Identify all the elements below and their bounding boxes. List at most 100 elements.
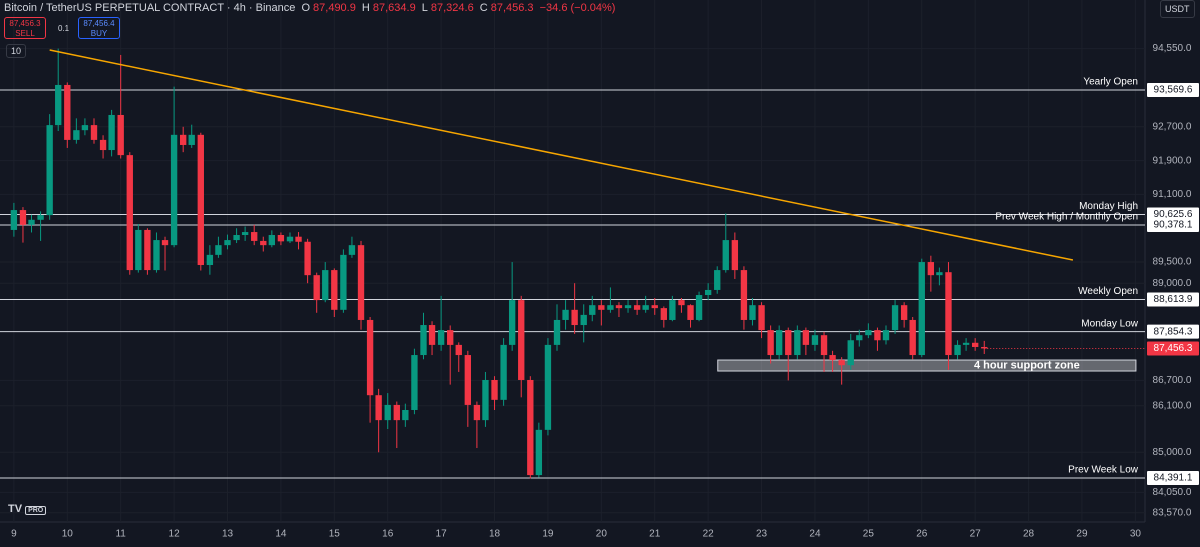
candle-body	[775, 330, 783, 356]
candle-body	[678, 300, 685, 306]
candle-body	[660, 308, 667, 320]
candle-body	[785, 330, 792, 356]
symbol-header: Bitcoin / TetherUS PERPETUAL CONTRACT · …	[4, 2, 618, 14]
candle-body	[28, 219, 35, 225]
candle-body	[180, 134, 187, 145]
ohlc-label: C	[479, 2, 488, 14]
spread: 0.1	[58, 24, 70, 33]
candle-body	[954, 344, 961, 356]
sell-button[interactable]: 87,456.3 SELL	[4, 17, 46, 39]
x-tick-label: 11	[115, 529, 126, 540]
last-price-box	[1147, 341, 1199, 356]
ohlc-label: H	[361, 2, 370, 14]
trendline	[49, 49, 1074, 261]
candle-body	[900, 305, 908, 320]
y-tick-label: 89,500.0	[1153, 257, 1192, 268]
x-tick-label: 28	[1023, 529, 1035, 540]
candle-body	[455, 344, 462, 356]
candle-body	[562, 309, 569, 320]
level-label: Prev Week Low	[1068, 465, 1139, 476]
candle-body	[500, 344, 507, 400]
x-tick-label: 17	[436, 529, 448, 540]
candle-body	[126, 155, 133, 271]
candle-body	[695, 295, 703, 320]
candle-body	[936, 272, 943, 276]
candle-body	[473, 404, 481, 421]
candle-body	[393, 404, 400, 421]
x-tick-label: 23	[756, 529, 768, 540]
price-label: 88,613.9	[1154, 294, 1193, 305]
price-label-box	[1147, 470, 1199, 485]
x-tick-label: 15	[329, 529, 341, 540]
candle-body	[856, 335, 863, 341]
x-tick-label: 29	[1076, 529, 1088, 540]
candle-body	[348, 245, 356, 255]
x-tick-label: 14	[275, 529, 287, 540]
candle-body	[651, 305, 658, 309]
buy-button[interactable]: 87,456.4 BUY	[78, 17, 120, 39]
candle-body	[286, 236, 294, 242]
last-price-label: 87,456.3	[1154, 343, 1193, 354]
candle-body	[10, 210, 18, 230]
candle-body	[135, 229, 142, 271]
x-tick-label: 12	[169, 529, 181, 540]
currency-button[interactable]: USDT	[1160, 0, 1195, 18]
candle-body	[642, 305, 649, 310]
logo-badge: PRO	[25, 506, 47, 515]
indicator-toggle[interactable]: 10	[6, 44, 27, 58]
candle-body	[117, 114, 124, 156]
candle-body	[411, 355, 418, 410]
ohlc-value: 87,324.6	[430, 2, 474, 14]
candle-body	[607, 305, 614, 310]
symbol[interactable]: Bitcoin / TetherUS PERPETUAL CONTRACT · …	[4, 2, 296, 14]
candle-body	[544, 344, 552, 430]
y-tick-label: 91,100.0	[1153, 189, 1192, 200]
candle-body	[508, 300, 516, 345]
candle-body	[704, 289, 712, 296]
x-tick-label: 21	[649, 529, 661, 540]
candle-body	[153, 240, 160, 271]
y-tick-label: 91,900.0	[1153, 155, 1192, 166]
price-label-box	[1147, 324, 1199, 339]
ohlc-value: 87,456.3	[490, 2, 534, 14]
x-tick-label: 30	[1130, 529, 1142, 540]
candle-body	[161, 240, 169, 246]
candle-body	[188, 134, 195, 145]
price-label-box	[1147, 83, 1199, 98]
price-label-box	[1147, 292, 1199, 307]
candle-body	[224, 240, 231, 246]
level-label: Monday High	[1079, 201, 1138, 212]
candle-body	[491, 379, 498, 400]
candle-body	[571, 309, 578, 326]
candle-body	[518, 300, 525, 380]
level-label: Weekly Open	[1078, 286, 1138, 297]
candle-body	[731, 240, 739, 271]
x-tick-label: 18	[489, 529, 501, 540]
x-tick-label: 27	[970, 529, 982, 540]
y-tick-label: 92,700.0	[1153, 121, 1192, 132]
candle-body	[19, 210, 27, 225]
candle-body	[384, 404, 391, 421]
candle-body	[233, 235, 240, 241]
candle-body	[340, 254, 347, 310]
candle-body	[865, 330, 872, 336]
x-tick-label: 16	[382, 529, 394, 540]
price-axis-bg	[1145, 0, 1200, 547]
candle-body	[313, 275, 320, 301]
level-label: Yearly Open	[1083, 77, 1138, 88]
candle-body	[927, 262, 935, 276]
y-tick-label: 86,100.0	[1153, 400, 1192, 411]
x-tick-label: 9	[11, 529, 17, 540]
candle-body	[633, 305, 641, 310]
candle-body	[241, 232, 249, 236]
x-tick-label: 20	[596, 529, 608, 540]
candle-body	[197, 134, 204, 266]
x-tick-label: 24	[809, 529, 821, 540]
candle-body	[206, 254, 214, 266]
candle-body	[820, 335, 828, 356]
candle-body	[144, 229, 151, 271]
candle-body	[589, 305, 596, 315]
candle-body	[981, 346, 988, 349]
logo: TV PRO	[8, 503, 47, 515]
